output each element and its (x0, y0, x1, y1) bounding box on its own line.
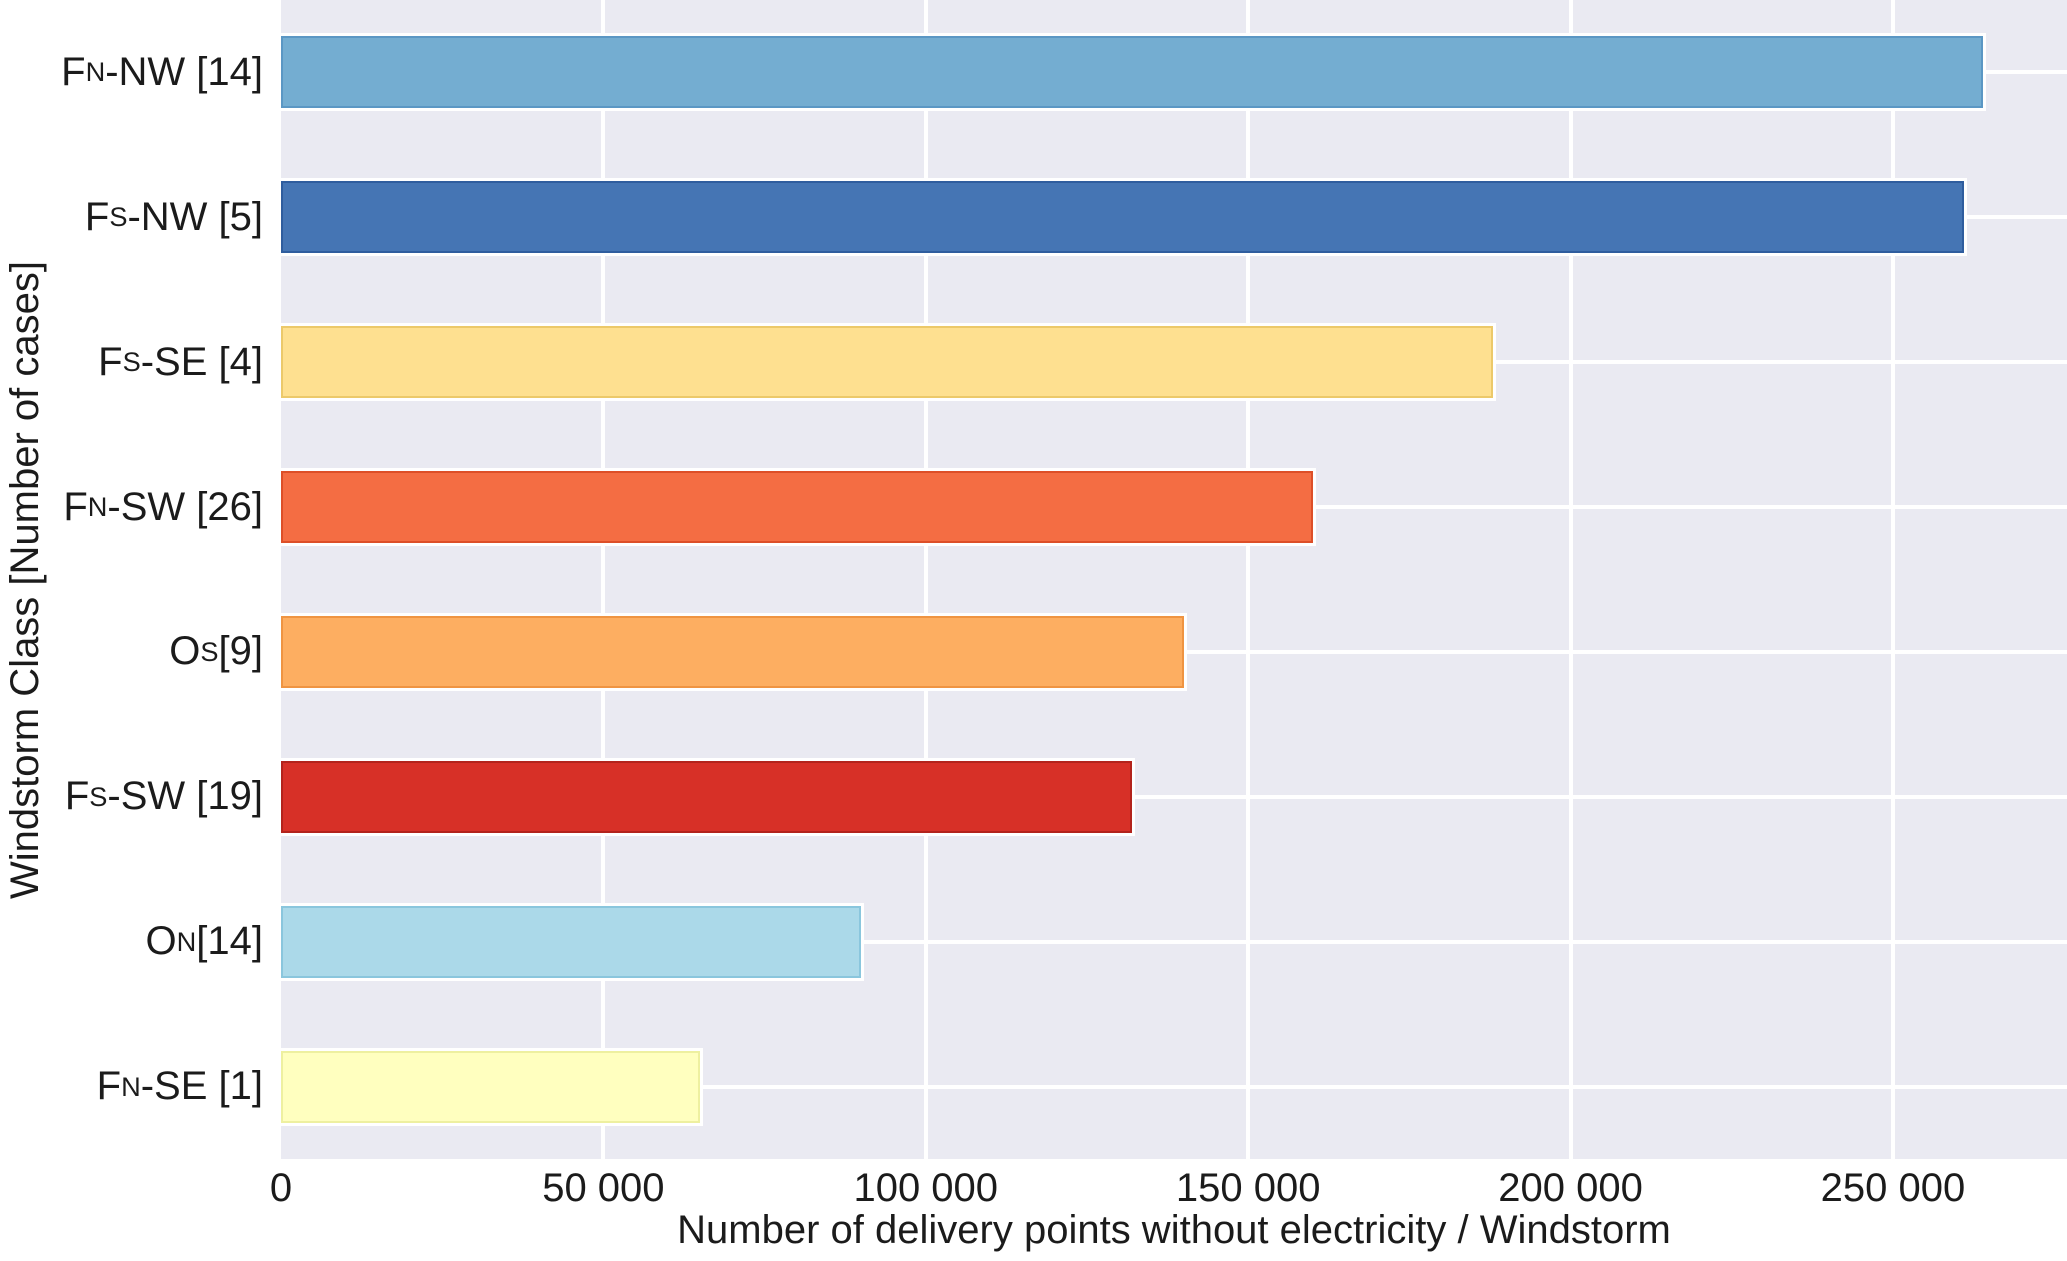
y-tick-label-prefix: O (145, 919, 177, 964)
x-gridline (923, 0, 928, 1159)
bar-fs-se (281, 326, 1494, 399)
y-tick-label-subscript: S (89, 780, 108, 812)
y-gridline (281, 794, 2067, 799)
y-tick-label-subscript: S (122, 346, 141, 378)
x-tick-label: 50 000 (542, 1166, 665, 1210)
y-tick-label-rest: -NW [5] (127, 194, 263, 239)
bar-fs-nw (281, 181, 1964, 254)
y-tick-label-prefix: F (64, 774, 90, 819)
y-tick-label-prefix: F (84, 194, 110, 239)
y-gridline (281, 1084, 2067, 1089)
y-tick-label-prefix: F (61, 49, 86, 94)
x-gridline (1246, 0, 1251, 1159)
x-gridline (1568, 0, 1573, 1159)
y-tick-label-subscript: N (85, 56, 106, 88)
bar-row-fn-sw (281, 435, 2067, 580)
y-tick-label-fn-nw: F N -NW [14] (0, 0, 263, 145)
plot-area (281, 0, 2067, 1159)
y-tick-label-prefix: O (169, 629, 201, 674)
y-tick-label-prefix: F (98, 339, 123, 384)
x-tick-label: 200 000 (1498, 1166, 1643, 1210)
y-tick-label-rest: -NW [14] (105, 49, 263, 94)
vertical-gridlines (281, 0, 2067, 1159)
bar-fn-sw (281, 471, 1313, 544)
bar-fs-sw (281, 760, 1133, 833)
y-tick-label-prefix: F (96, 1064, 122, 1109)
bar-row-fn-se (281, 1014, 2067, 1159)
y-tick-label-rest: -SW [26] (107, 484, 263, 529)
y-tick-label-fn-sw: F N -SW [26] (0, 435, 263, 580)
y-tick-label-rest: -SE [1] (140, 1064, 263, 1109)
bar-row-fs-nw (281, 145, 2067, 290)
y-tick-label-fs-se: F S -SE [4] (0, 290, 263, 435)
x-tick-label: 0 (269, 1166, 293, 1210)
bar-row-fn-nw (281, 0, 2067, 145)
y-tick-label-fs-nw: F S -NW [5] (0, 145, 263, 290)
bar-on (281, 905, 862, 978)
x-gridline (601, 0, 606, 1159)
bar-row-os (281, 580, 2067, 725)
x-tick-label: 100 000 (853, 1166, 999, 1210)
bar-row-on (281, 869, 2067, 1014)
y-gridline (281, 939, 2067, 944)
y-tick-label-subscript: N (87, 491, 108, 523)
y-tick-label-subscript: N (121, 1070, 141, 1102)
y-tick-label-rest: [14] (196, 919, 263, 964)
bar-row-fs-se (281, 290, 2067, 435)
bar-fn-nw (281, 36, 1984, 109)
y-tick-label-rest: -SW [19] (107, 774, 263, 819)
y-tick-label-subscript: S (200, 635, 219, 667)
bar-fn-se (281, 1050, 701, 1123)
y-tick-labels: F N -NW [14] F S -NW [5] F S -SE [4] F N -SW [26] O S… (0, 0, 263, 1159)
x-axis-title: Number of delivery points without electr… (677, 1208, 1671, 1252)
y-tick-label-fn-se: F N -SE [1] (0, 1014, 263, 1159)
x-gridline (1890, 0, 1895, 1159)
y-tick-label-rest: -SE [4] (140, 339, 263, 384)
y-tick-label-prefix: F (63, 484, 88, 529)
x-tick-label: 250 000 (1820, 1166, 1966, 1210)
bar-row-fs-sw (281, 724, 2067, 869)
x-tick-label: 150 000 (1175, 1166, 1321, 1210)
bar-os (281, 615, 1184, 688)
y-tick-label-subscript: N (176, 925, 197, 957)
x-tick-labels: 0 50 000 100 000 150 000 200 000 250 000 (270, 1163, 2067, 1213)
y-tick-label-subscript: S (109, 201, 128, 233)
y-tick-label-rest: [9] (218, 629, 263, 674)
y-tick-label-fs-sw: F S -SW [19] (0, 724, 263, 869)
bar-rows (281, 0, 2067, 1159)
